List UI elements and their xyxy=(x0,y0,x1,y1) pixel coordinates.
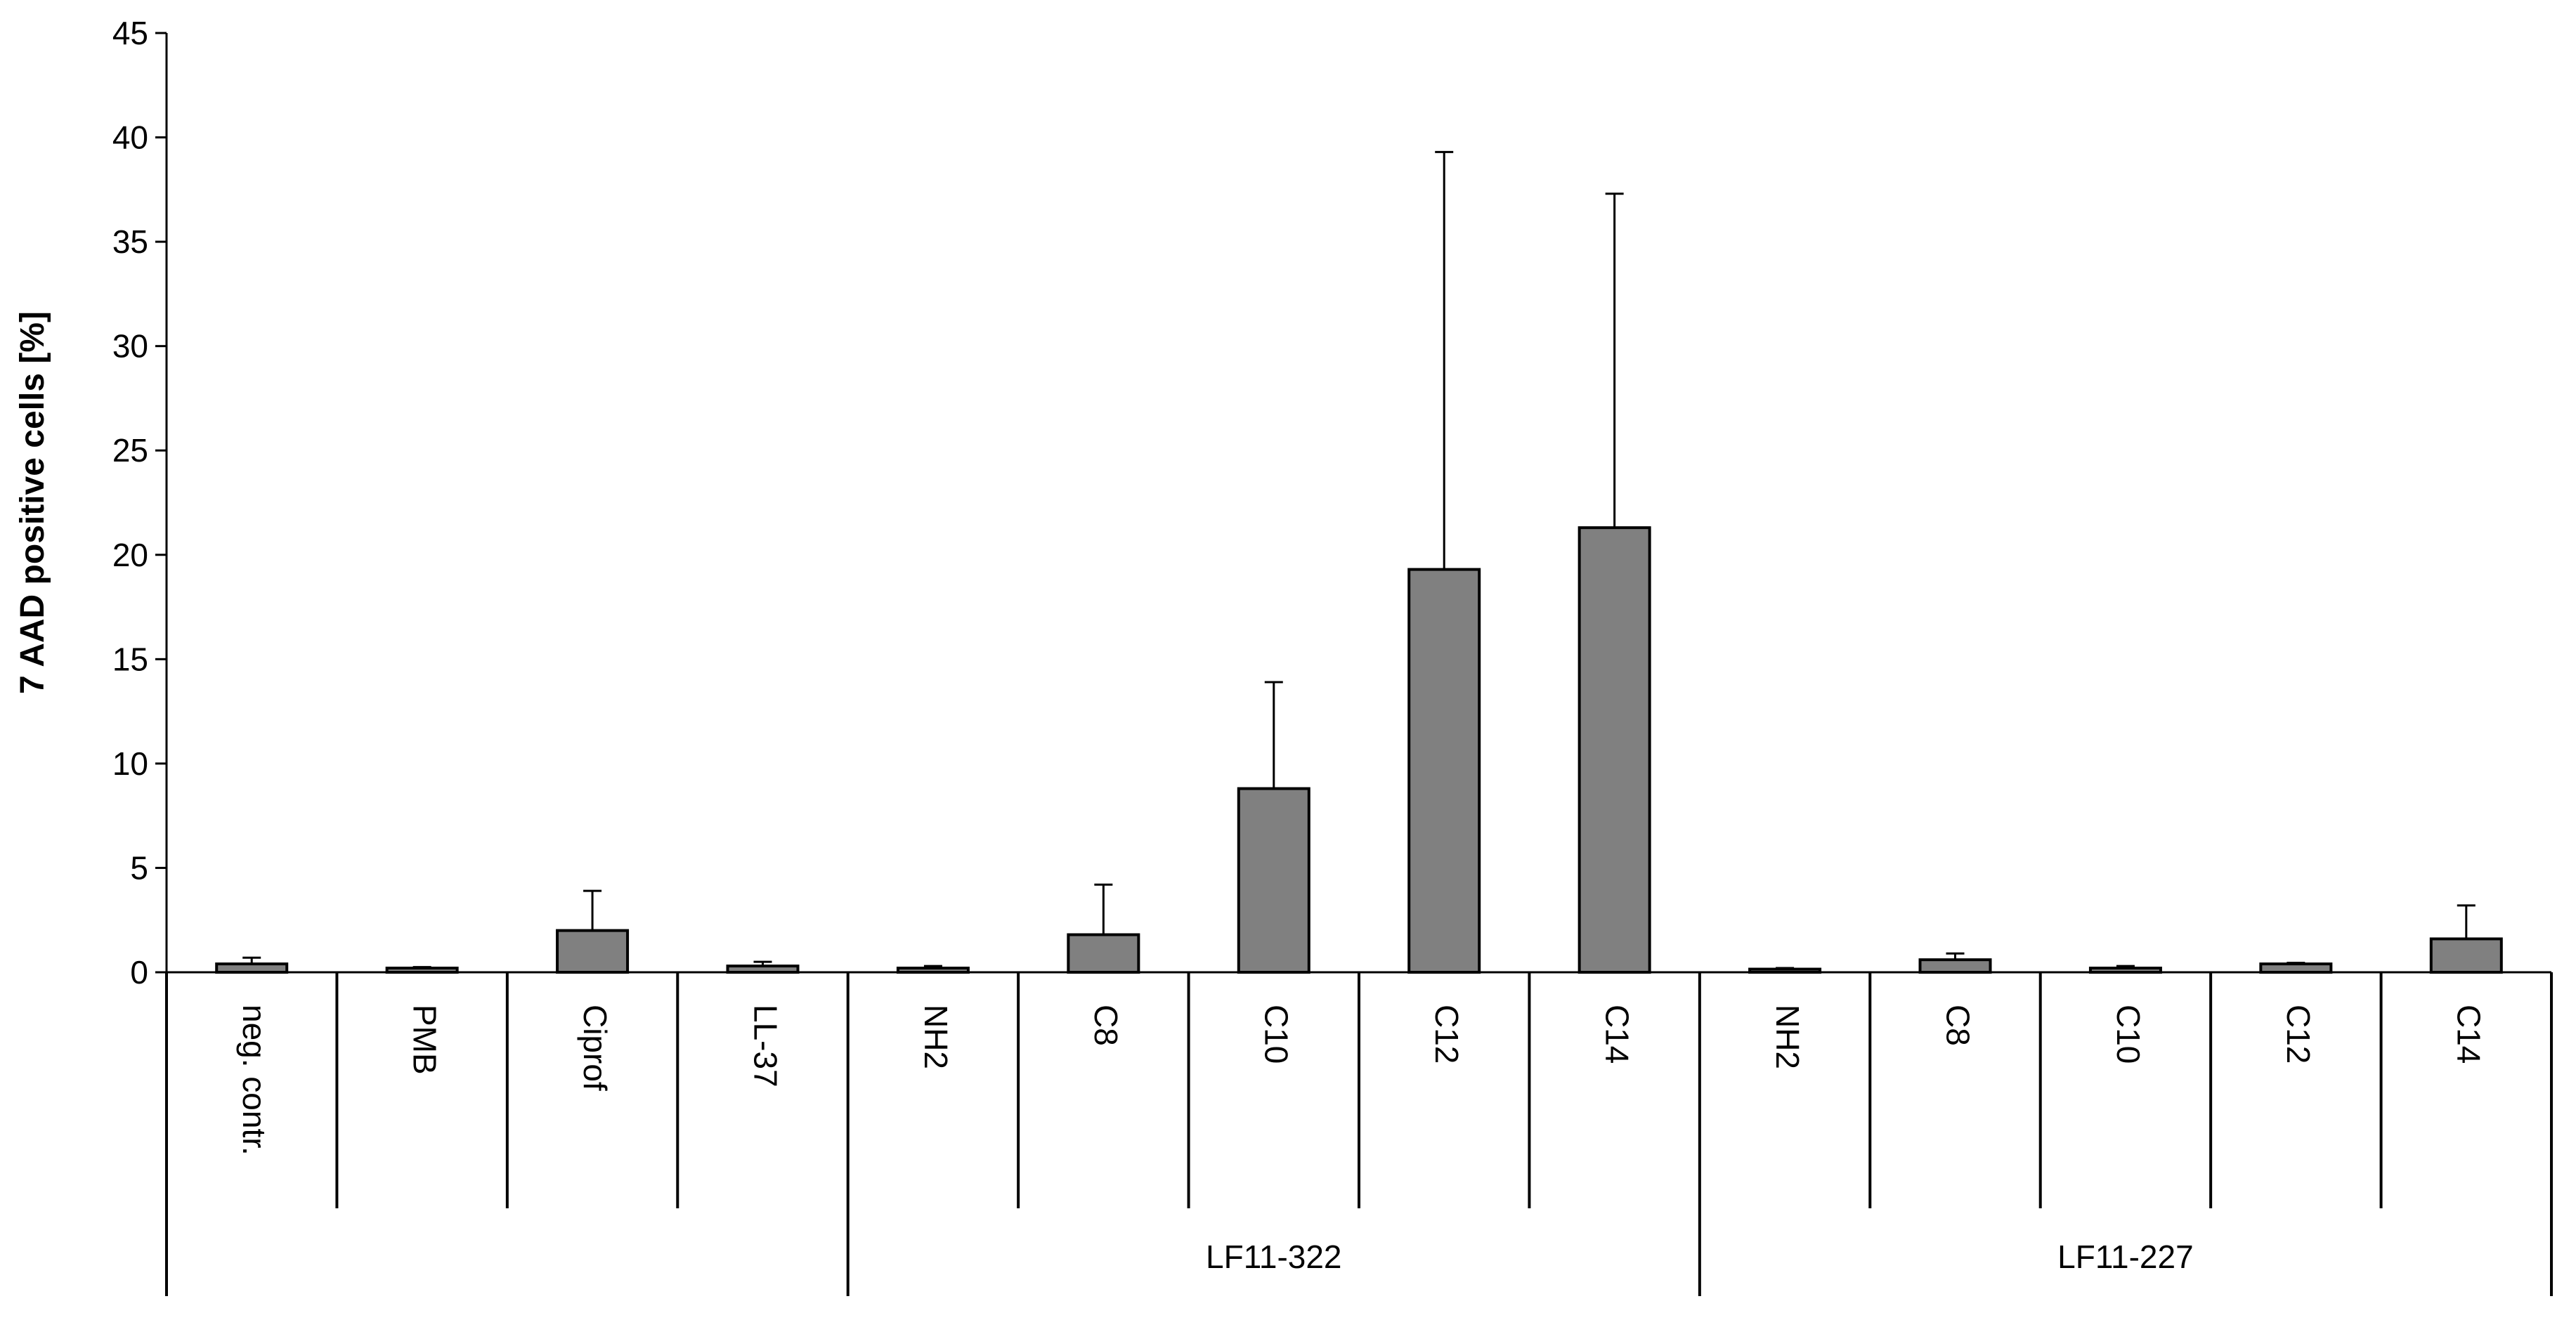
bar xyxy=(1407,568,1481,974)
bars xyxy=(215,526,2503,974)
y-tick-label: 20 xyxy=(112,537,148,573)
bar xyxy=(215,962,289,974)
bar xyxy=(1918,958,1992,974)
category-label: C12 xyxy=(2280,1005,2317,1064)
category-axis: neg. contr. PMB Ciprof LL-37 NH2 C8 C10 C12 C14 N… xyxy=(165,971,2553,1296)
error-bars xyxy=(242,150,2476,969)
bar xyxy=(1067,933,1140,974)
y-tick-label: 35 xyxy=(112,223,148,260)
y-axis-label: 7 AAD positive cells [%] xyxy=(14,311,51,694)
y-tick-label: 25 xyxy=(112,432,148,469)
y-tick-label: 40 xyxy=(112,119,148,156)
y-tick-label: 10 xyxy=(112,745,148,782)
bar xyxy=(2429,937,2503,974)
y-tick-label: 15 xyxy=(112,641,148,677)
category-label: C14 xyxy=(2451,1005,2487,1064)
category-label: LL-37 xyxy=(747,1005,783,1087)
bar xyxy=(2259,962,2333,974)
bar xyxy=(1578,526,1651,974)
y-tick-label: 5 xyxy=(130,849,148,886)
bar xyxy=(1237,787,1310,974)
category-label: C8 xyxy=(1088,1005,1124,1046)
bar xyxy=(556,929,630,974)
y-tick-label: 45 xyxy=(112,15,148,51)
group-label: LF11-227 xyxy=(2057,1239,2194,1275)
category-label: Ciprof xyxy=(577,1005,613,1091)
category-label: NH2 xyxy=(1769,1005,1806,1069)
category-label: C8 xyxy=(1939,1005,1976,1046)
category-label: C10 xyxy=(1258,1005,1295,1064)
category-label: neg. contr. xyxy=(236,1005,273,1156)
category-label: NH2 xyxy=(918,1005,954,1069)
category-label: C10 xyxy=(2110,1005,2147,1064)
category-label: PMB xyxy=(406,1005,443,1075)
y-tick-label: 30 xyxy=(112,328,148,365)
category-label: C14 xyxy=(1599,1005,1635,1064)
group-label: LF11-322 xyxy=(1206,1239,1342,1275)
y-tick-label: 0 xyxy=(130,954,148,991)
y-axis: 0 5 10 15 20 25 30 35 40 45 xyxy=(112,15,168,991)
category-label: C12 xyxy=(1429,1005,1465,1064)
